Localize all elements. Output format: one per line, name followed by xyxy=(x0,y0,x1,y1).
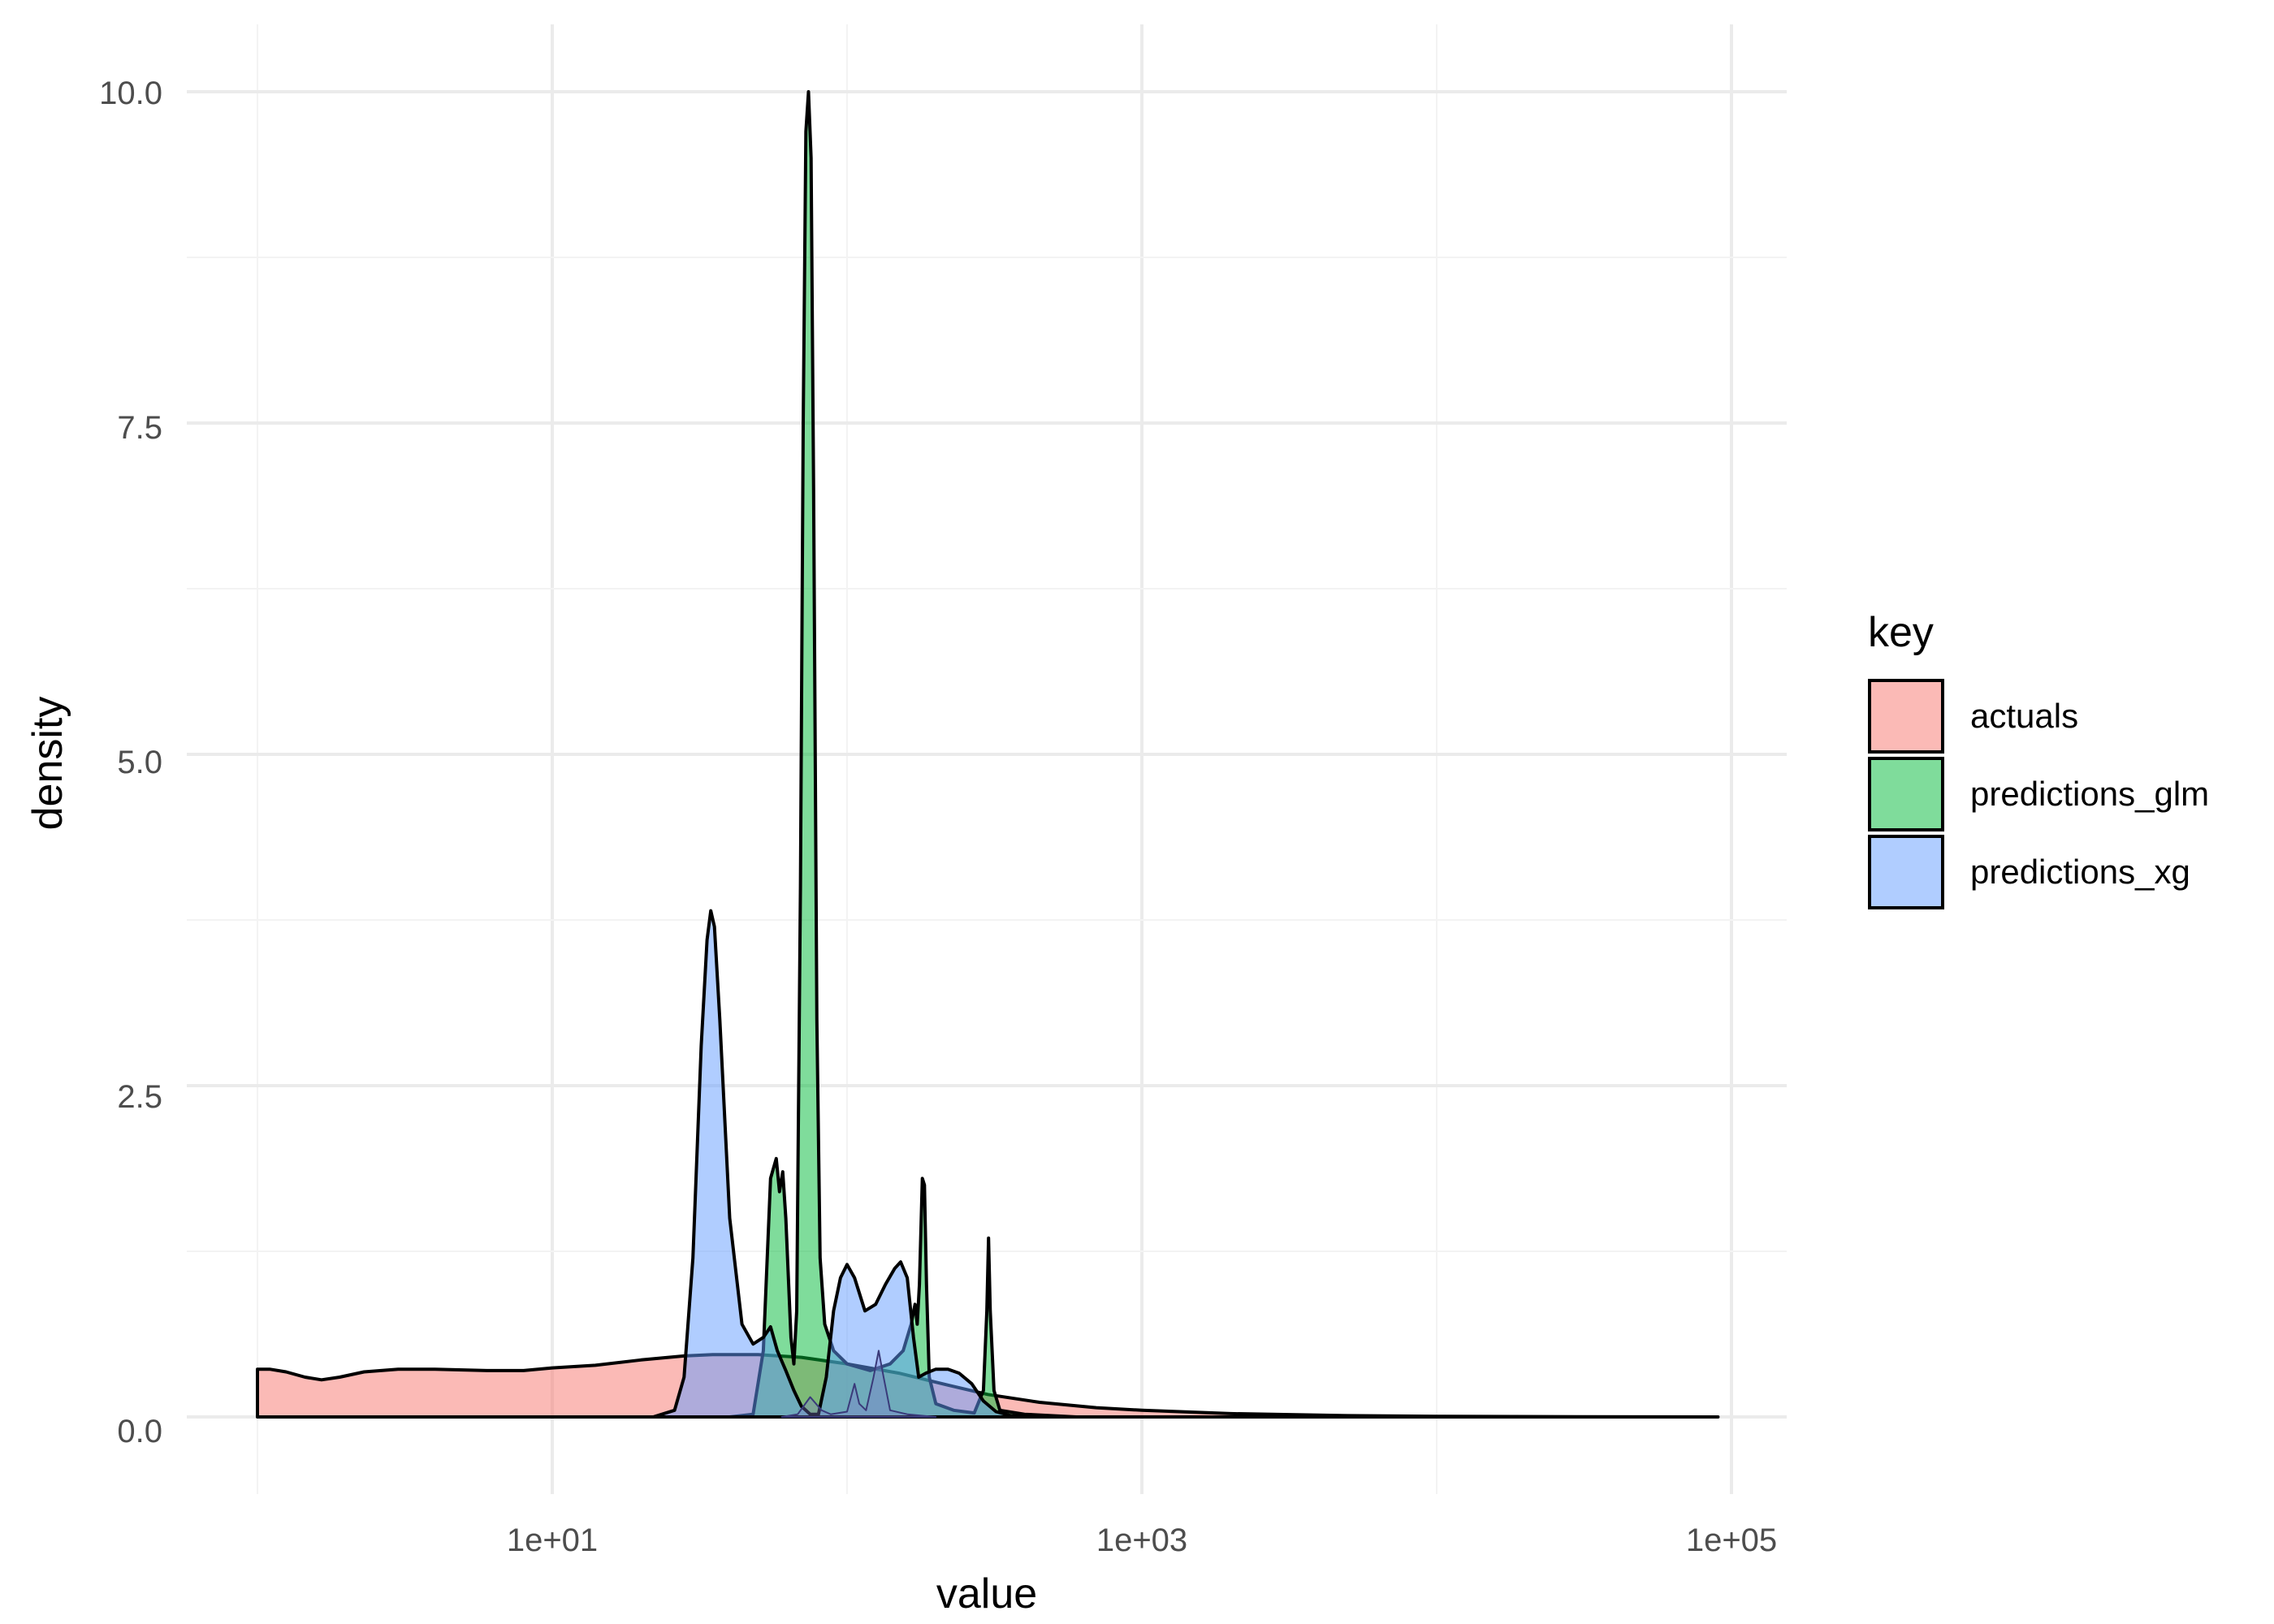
legend-label: predictions_glm xyxy=(1970,775,2209,813)
legend-swatch xyxy=(1868,835,1944,909)
legend-swatch xyxy=(1868,679,1944,754)
legend-item-predictions-xg: predictions_xg xyxy=(1868,835,2190,909)
density-area-predictions-xg xyxy=(651,909,1042,1419)
density-areas xyxy=(256,90,1720,1419)
legend: key actuals predictions_glm predictions_… xyxy=(1868,609,2209,909)
x-axis-ticks: 1e+01 1e+03 1e+05 xyxy=(507,1522,1777,1558)
y-tick-label: 10.0 xyxy=(99,76,162,111)
x-axis-title: value xyxy=(936,1570,1037,1618)
y-tick-label: 2.5 xyxy=(117,1079,162,1115)
density-area-overlap-detail xyxy=(780,1350,937,1418)
y-tick-label: 7.5 xyxy=(117,410,162,446)
legend-item-predictions-glm: predictions_glm xyxy=(1868,757,2209,831)
x-tick-label: 1e+05 xyxy=(1686,1522,1777,1558)
y-axis-ticks: 0.0 2.5 5.0 7.5 10.0 xyxy=(99,76,162,1449)
legend-label: actuals xyxy=(1970,697,2078,735)
legend-swatch xyxy=(1868,757,1944,831)
legend-label: predictions_xg xyxy=(1970,853,2190,891)
y-axis-title: density xyxy=(24,697,71,831)
y-tick-label: 5.0 xyxy=(117,745,162,780)
y-tick-label: 0.0 xyxy=(117,1414,162,1449)
legend-title: key xyxy=(1868,609,1934,656)
x-tick-label: 1e+01 xyxy=(507,1522,598,1558)
legend-item-actuals: actuals xyxy=(1868,679,2078,754)
x-tick-label: 1e+03 xyxy=(1096,1522,1187,1558)
